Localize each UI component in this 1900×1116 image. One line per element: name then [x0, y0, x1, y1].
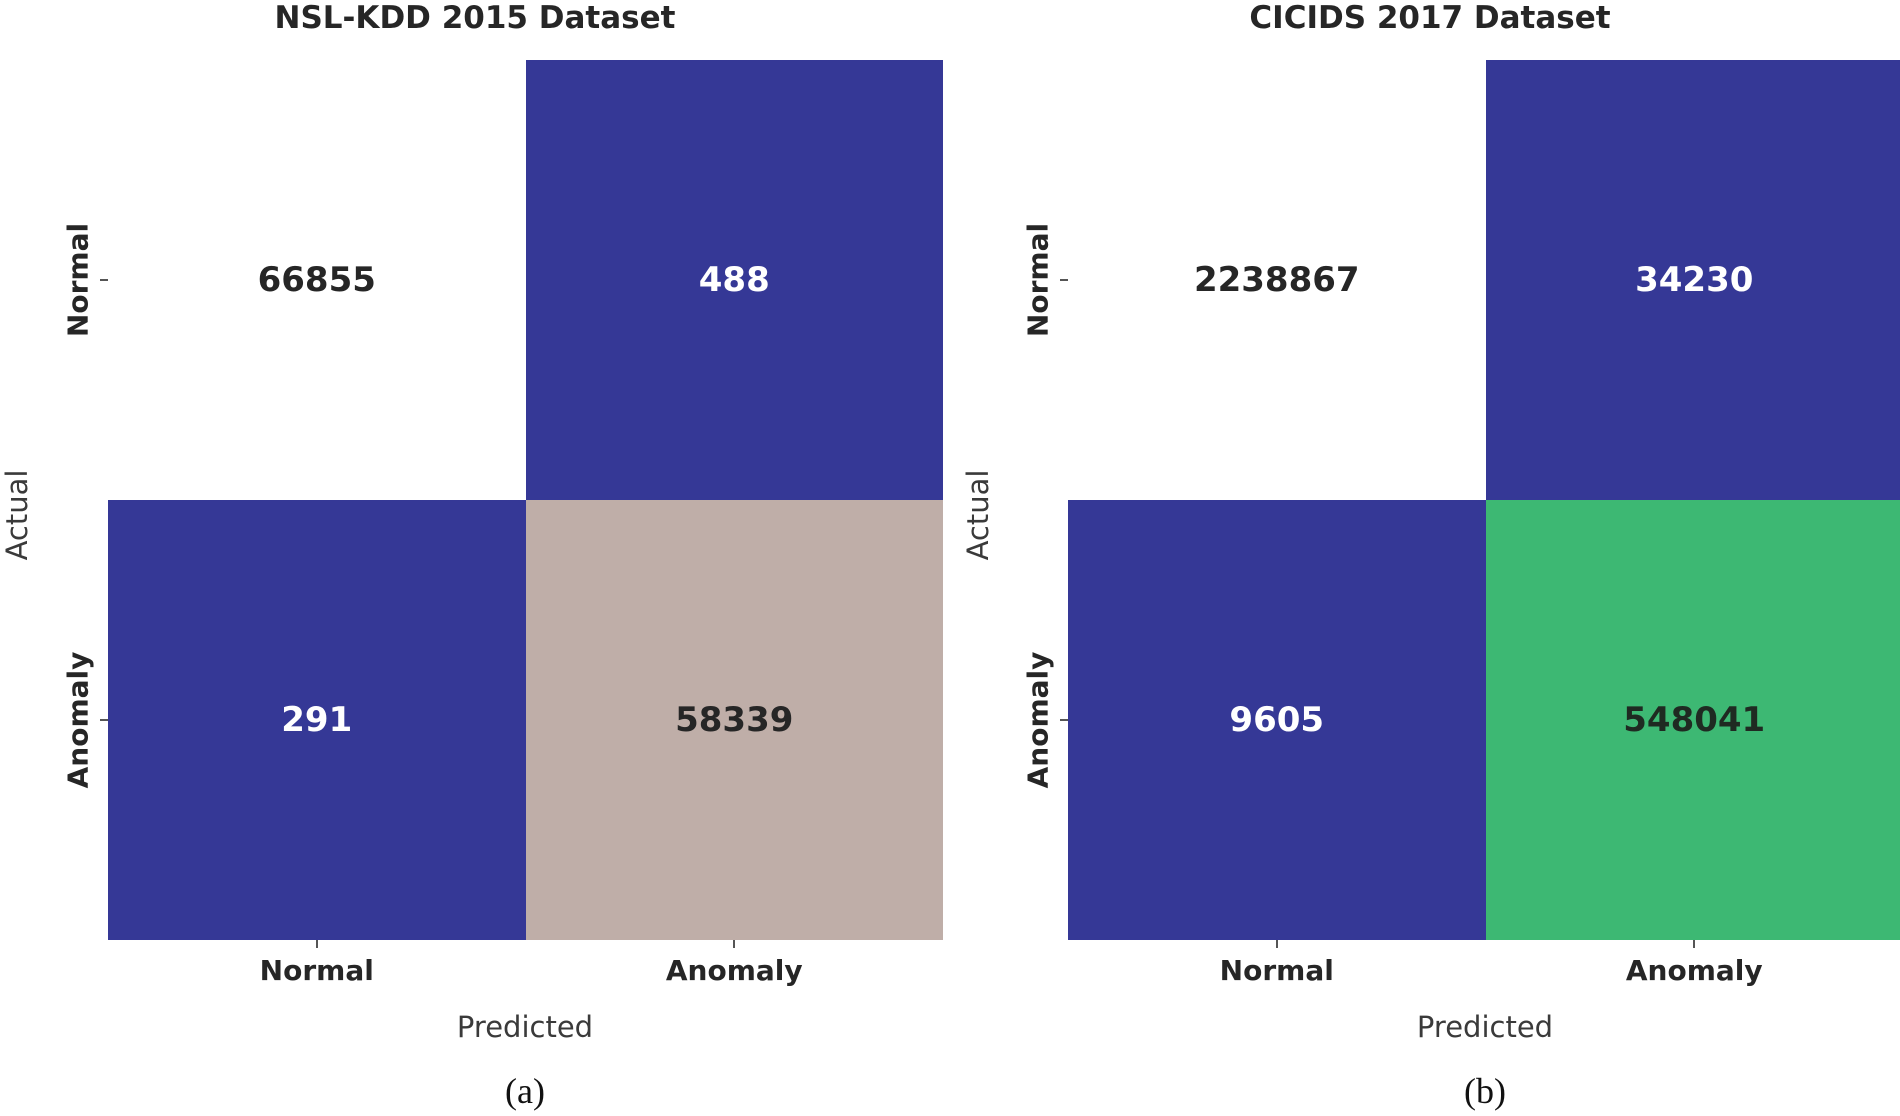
panel-a: NSL-KDD 2015 Dataset Actual Predicted (a… [0, 0, 943, 1111]
cell-value-label: 58339 [675, 700, 794, 740]
panel-caption: (a) [505, 1071, 545, 1111]
heatmap-cell [108, 60, 526, 500]
heatmap-cell [525, 60, 943, 500]
cell-value-label: 488 [698, 260, 770, 300]
y-tick-label: Normal [61, 222, 95, 338]
x-tick-mark [315, 940, 318, 948]
cell-value-label: 2238867 [1193, 260, 1360, 300]
heatmap-cell [1485, 60, 1900, 500]
cell-value-label: 34230 [1635, 260, 1754, 300]
chart-title: CICIDS 2017 Dataset [1249, 0, 1611, 36]
y-tick-label: Anomaly [61, 651, 95, 789]
panel-b: CICIDS 2017 Dataset Actual Predicted (b)… [960, 0, 1900, 1116]
x-tick-label: Normal [259, 954, 374, 987]
y-axis-label: Actual [961, 469, 995, 561]
x-tick-mark [1275, 940, 1278, 948]
heatmap-cell [1068, 60, 1486, 500]
x-axis-label: Predicted [1416, 1010, 1554, 1044]
cell-value-label: 548041 [1623, 700, 1766, 740]
y-tick-label: Normal [1021, 222, 1055, 338]
cell-value-label: 291 [281, 700, 353, 740]
x-tick-mark [733, 940, 736, 948]
panel-caption: (b) [1464, 1071, 1506, 1111]
y-tick-label: Anomaly [1021, 651, 1055, 789]
x-tick-label: Anomaly [665, 954, 803, 987]
y-tick-mark [100, 719, 108, 721]
cell-value-label: 66855 [257, 260, 376, 300]
x-tick-label: Anomaly [1625, 954, 1763, 987]
heatmap-cell [525, 500, 943, 940]
cell-value-label: 9605 [1229, 700, 1325, 740]
heatmap-cell [1485, 500, 1900, 940]
chart-title: NSL-KDD 2015 Dataset [274, 0, 676, 36]
x-tick-label: Normal [1219, 954, 1334, 987]
y-axis-label: Actual [0, 469, 34, 561]
y-tick-mark [100, 279, 108, 281]
x-tick-mark [1693, 940, 1696, 948]
y-tick-mark [1060, 279, 1068, 281]
x-axis-label: Predicted [456, 1010, 594, 1044]
heatmap-cell [1068, 500, 1486, 940]
y-tick-mark [1060, 719, 1068, 721]
heatmap-cell [108, 500, 526, 940]
